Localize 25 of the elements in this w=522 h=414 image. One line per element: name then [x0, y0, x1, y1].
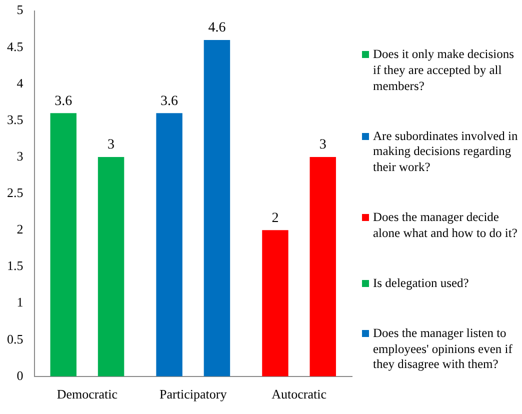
y-tick-label: 0 [16, 368, 24, 383]
data-label: 4.6 [208, 20, 226, 36]
data-label: 3 [108, 138, 115, 153]
y-tick-label: 5 [16, 2, 24, 18]
legend-label: Are subordinates involved in making decisions regarding their work? [373, 128, 519, 176]
x-tick-label: Autocratic [272, 386, 327, 402]
data-label: 2 [272, 210, 279, 226]
y-tick-label: 3 [16, 148, 24, 164]
legend-label: Does it only make decisions if they are accepted by all members? [373, 47, 515, 94]
x-tick-label: Democratic [56, 386, 118, 402]
y-tick-label: 2 [16, 222, 24, 237]
legend-label: Does the manager decide alone what and how to do it? [373, 210, 518, 242]
data-label: 3.6 [160, 94, 178, 109]
y-tick-label: 4 [16, 75, 24, 90]
legend-label: Is delegation used? [373, 276, 469, 292]
y-tick-label: 2.5 [7, 185, 24, 200]
legend-label: Does the manager listen to employees' opinions even if they disagree with them? [373, 326, 514, 373]
data-label: 3 [319, 138, 326, 153]
y-tick-label: 3.5 [7, 112, 24, 127]
y-tick-label: 1 [16, 294, 24, 310]
y-tick-label: 1.5 [7, 258, 24, 274]
y-tick-label: 4.5 [7, 38, 24, 54]
y-tick-label: 0.5 [7, 331, 24, 346]
data-label: 3.6 [54, 94, 72, 109]
x-tick-label: Participatory [160, 386, 228, 402]
